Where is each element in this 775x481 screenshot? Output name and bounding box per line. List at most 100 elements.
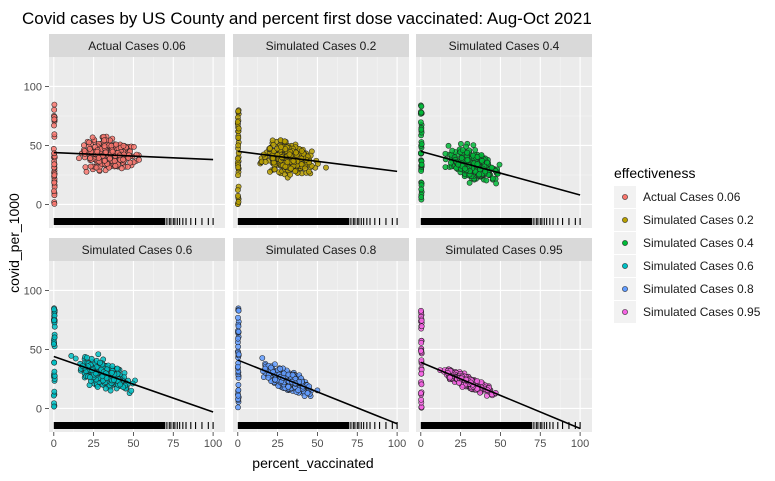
data-point xyxy=(51,101,58,108)
data-point xyxy=(418,186,425,193)
facet-panel: Simulated Cases 0.95 xyxy=(416,238,592,432)
data-point xyxy=(95,155,102,161)
x-tick-label: 0 xyxy=(51,438,57,450)
facet-strip xyxy=(416,238,592,261)
y-axis-tick-labels: 0 50 100 0 50 100 xyxy=(24,81,49,415)
facet-panel: Simulated Cases 0.8 xyxy=(233,238,409,432)
data-point xyxy=(418,194,425,200)
data-point xyxy=(474,378,480,384)
data-point xyxy=(418,396,424,403)
data-point xyxy=(106,155,113,162)
data-point xyxy=(131,144,137,150)
data-point xyxy=(235,328,242,335)
data-point xyxy=(51,106,58,113)
x-axis-label: percent_vaccinated xyxy=(252,455,373,471)
data-point xyxy=(293,149,299,156)
y-tick-label: 100 xyxy=(24,81,42,93)
data-point xyxy=(458,141,464,147)
x-rug xyxy=(53,218,214,225)
data-point xyxy=(235,172,241,179)
y-tick-label: 50 xyxy=(30,140,42,152)
data-point xyxy=(234,155,241,162)
data-point xyxy=(94,384,101,390)
data-point xyxy=(235,387,242,393)
panel-background xyxy=(49,261,225,432)
data-point xyxy=(120,156,126,163)
data-point xyxy=(234,119,241,125)
data-point xyxy=(120,142,127,149)
legend-label: Simulated Cases 0.2 xyxy=(643,213,754,227)
data-point xyxy=(87,163,94,170)
data-point xyxy=(235,192,241,199)
data-point xyxy=(418,109,425,116)
data-point xyxy=(127,159,134,166)
x-tick-label: 75 xyxy=(167,438,179,450)
data-point xyxy=(235,404,241,411)
data-point xyxy=(267,145,273,152)
data-point xyxy=(464,157,471,163)
data-point xyxy=(51,161,58,168)
y-axis-label: covid_per_1000 xyxy=(6,193,22,293)
data-point xyxy=(285,383,292,390)
legend-title: effectiveness xyxy=(614,165,695,181)
legend-item: Simulated Cases 0.8 xyxy=(614,278,754,300)
data-point xyxy=(51,388,58,395)
data-point xyxy=(235,382,242,388)
x-tick-label: 100 xyxy=(571,438,589,450)
x-tick-label: 50 xyxy=(127,438,139,450)
data-point xyxy=(466,180,473,186)
data-point xyxy=(323,164,329,171)
y-tick-label: 0 xyxy=(36,403,42,415)
data-point xyxy=(72,355,79,362)
y-tick-label: 50 xyxy=(30,344,42,356)
data-point xyxy=(282,163,289,170)
panel-background xyxy=(233,57,409,228)
rug-dense xyxy=(237,422,350,429)
data-point xyxy=(81,148,88,154)
facet-strip-label: Simulated Cases 0.95 xyxy=(445,243,563,257)
data-point xyxy=(51,312,58,319)
data-point xyxy=(289,372,296,378)
data-point xyxy=(82,164,89,170)
data-point xyxy=(235,125,242,132)
data-point xyxy=(272,361,278,368)
data-point xyxy=(235,187,241,193)
chart-title: Covid cases by US County and percent fir… xyxy=(22,9,592,28)
data-point xyxy=(51,323,58,330)
legend-label: Simulated Cases 0.4 xyxy=(643,236,754,250)
legend-item: Simulated Cases 0.2 xyxy=(614,209,754,231)
x-rug xyxy=(420,422,581,429)
legend-key-point xyxy=(622,194,628,200)
data-point xyxy=(489,175,496,182)
facet-strip xyxy=(233,34,409,57)
x-tick-label: 100 xyxy=(388,438,406,450)
data-point xyxy=(286,151,293,158)
grid-lines xyxy=(49,57,225,228)
grid-lines xyxy=(233,261,409,432)
facet-panel: Actual Cases 0.06 xyxy=(49,34,225,228)
data-point xyxy=(298,148,305,154)
x-rug xyxy=(53,422,214,429)
data-point xyxy=(462,165,468,172)
data-point xyxy=(113,141,120,148)
data-point xyxy=(51,179,58,186)
data-point xyxy=(136,156,142,163)
data-point xyxy=(470,142,477,148)
facet-strip-label: Simulated Cases 0.2 xyxy=(266,39,377,53)
data-point xyxy=(81,142,87,149)
data-point xyxy=(84,354,90,361)
data-point xyxy=(235,199,242,205)
data-point xyxy=(259,355,266,361)
facet-panel: Simulated Cases 0.4 xyxy=(416,34,592,228)
data-point xyxy=(298,161,305,168)
data-point xyxy=(418,348,424,354)
legend: effectiveness Actual Cases 0.06 Simulated… xyxy=(614,165,761,323)
x-tick-label: 100 xyxy=(204,438,222,450)
data-point xyxy=(418,161,425,168)
data-point xyxy=(442,164,449,170)
data-point xyxy=(418,103,425,110)
legend-label: Actual Cases 0.06 xyxy=(643,190,741,204)
data-point xyxy=(292,168,299,175)
legend-label: Simulated Cases 0.6 xyxy=(643,259,754,273)
data-point xyxy=(418,381,425,388)
